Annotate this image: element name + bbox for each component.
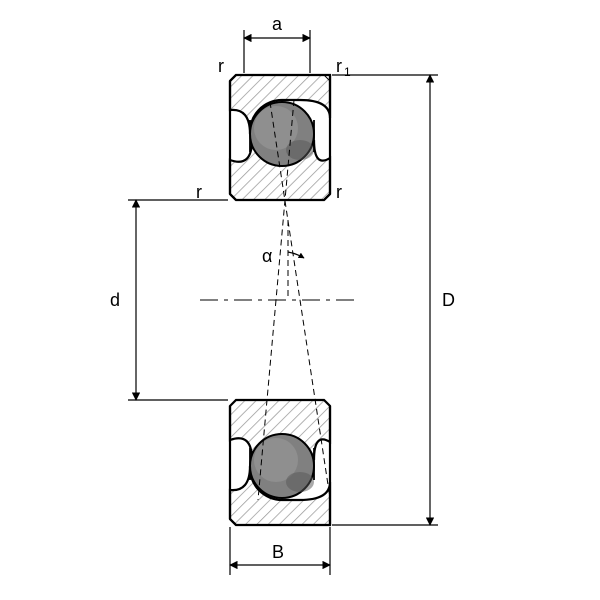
label-a: a — [272, 14, 283, 34]
bearing-cross-section-diagram: a r r 1 r r α d D B — [0, 0, 600, 600]
label-r1-top-right: r 1 — [336, 56, 351, 79]
label-B: B — [272, 542, 284, 562]
label-alpha: α — [262, 246, 272, 266]
svg-text:1: 1 — [344, 65, 351, 79]
upper-ball — [250, 102, 314, 166]
dimension-a — [244, 30, 310, 73]
label-r-top-left: r — [218, 56, 224, 76]
label-d: d — [110, 290, 120, 310]
svg-text:r: r — [336, 56, 342, 76]
lower-ball — [250, 434, 314, 498]
label-r-mid-left: r — [196, 182, 202, 202]
label-r-mid-right: r — [336, 182, 342, 202]
alpha-arc — [288, 252, 304, 258]
label-D: D — [442, 290, 455, 310]
